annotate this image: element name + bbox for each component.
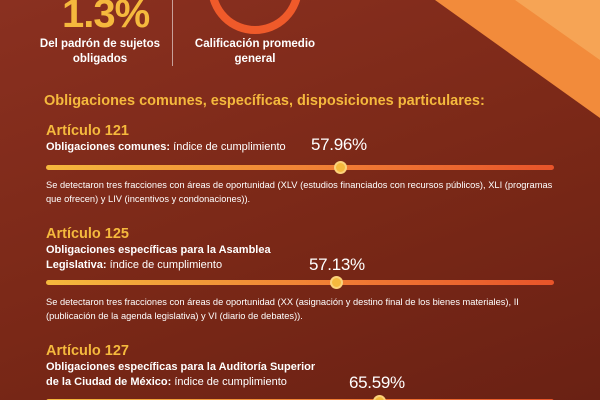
- progress-marker: [330, 276, 344, 289]
- article-title: Artículo 121: [46, 123, 129, 139]
- progress-marker: [373, 395, 387, 400]
- article-description: Obligaciones específicas para la Auditor…: [46, 360, 316, 390]
- stat-caption: Del padrón de sujetos obligados: [39, 38, 161, 65]
- section-title: Obligaciones comunes, específicas, dispo…: [44, 93, 485, 109]
- article-description-rest: índice de cumplimiento: [106, 259, 223, 271]
- gauge-caption: Calificación promedio general: [194, 38, 316, 65]
- article-description-bold: Obligaciones comunes:: [46, 141, 171, 153]
- article-description: Obligaciones comunes: índice de cumplimi…: [46, 140, 306, 155]
- article-note: Se detectaron tres fracciones con áreas …: [46, 297, 519, 321]
- progress-marker: [334, 161, 348, 174]
- article-description-rest: índice de cumplimiento: [171, 376, 287, 388]
- article-description-rest: índice de cumplimiento: [170, 141, 286, 153]
- percent-label: 57.13%: [309, 255, 365, 274]
- stat-value: 1.3%: [62, 0, 150, 36]
- progress-bar: [46, 276, 554, 289]
- article-note: Se detectaron tres fracciones con áreas …: [46, 180, 553, 204]
- article-block: Artículo 121 Obligaciones comunes: índic…: [46, 123, 566, 213]
- percent-label: 65.59%: [349, 373, 405, 392]
- corner-decoration-inner: [515, 0, 600, 60]
- article-description: Obligaciones específicas para la Asamble…: [46, 243, 296, 273]
- article-title: Artículo 125: [46, 226, 129, 242]
- article-block: Artículo 125 Obligaciones específicas pa…: [46, 226, 566, 326]
- vertical-divider: [172, 0, 173, 66]
- article-block: Artículo 127 Obligaciones específicas pa…: [46, 343, 566, 400]
- percent-label: 57.96%: [311, 135, 367, 154]
- article-description-bold: Obligaciones específicas para la Auditor…: [46, 361, 316, 388]
- article-description-bold: Obligaciones específicas para la Asamble…: [46, 244, 271, 271]
- article-title: Artículo 127: [46, 343, 129, 359]
- progress-bar: [46, 161, 554, 174]
